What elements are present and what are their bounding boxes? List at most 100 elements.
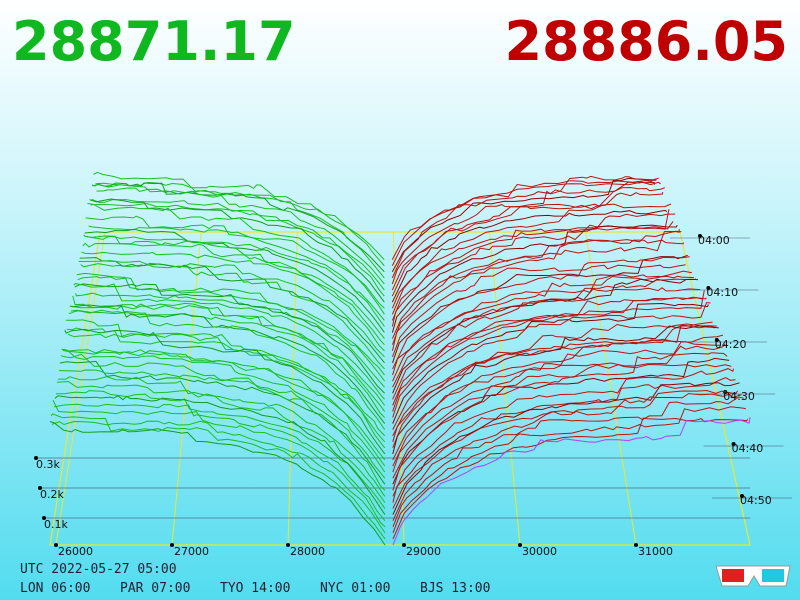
ask-depth-line xyxy=(392,357,730,485)
city-time: LON 06:00 xyxy=(20,581,90,596)
ask-depth-line xyxy=(391,177,657,273)
floor-grid xyxy=(34,231,792,547)
bid-depth-line xyxy=(68,309,386,430)
bid-depth-line xyxy=(91,198,385,291)
ask-depth-line xyxy=(392,325,715,442)
time-tick-label: 04:20 xyxy=(715,338,747,351)
depth-curves xyxy=(49,171,751,546)
bid-depth-line xyxy=(57,376,386,497)
ask-depth-line xyxy=(392,264,686,357)
ask-price: 28886.05 xyxy=(504,10,788,73)
ask-depth-line xyxy=(392,256,690,370)
bid-depth-line xyxy=(77,276,385,376)
ask-depth-line xyxy=(392,393,742,521)
ask-depth-line xyxy=(392,321,713,436)
city-time: PAR 07:00 xyxy=(120,581,190,596)
bid-price: 28871.17 xyxy=(12,10,296,73)
city-time: NYC 01:00 xyxy=(320,581,390,596)
price-tick xyxy=(634,543,638,547)
time-tick xyxy=(698,234,702,238)
time-tick-label: 04:30 xyxy=(723,390,755,403)
ask-depth-line xyxy=(391,186,665,297)
ask-depth-line xyxy=(392,343,726,473)
volume-tick xyxy=(38,486,42,490)
bid-depth-line xyxy=(61,348,386,473)
bid-depth-line xyxy=(92,184,385,285)
price-tick xyxy=(518,543,522,547)
bid-depth-line xyxy=(76,272,385,382)
bid-depth-line xyxy=(86,235,385,321)
ask-depth-line xyxy=(392,406,746,534)
bid-depth-line xyxy=(59,360,386,485)
bid-depth-line xyxy=(70,309,386,418)
ask-depth-line xyxy=(392,323,717,449)
price-grid-line xyxy=(287,231,298,546)
bid-depth-line xyxy=(52,399,386,528)
utc-time: UTC 2022-05-27 05:00 xyxy=(20,562,177,577)
volume-tick-label: 0.3k xyxy=(36,458,60,471)
bid-depth-line xyxy=(50,413,386,540)
bid-depth-line xyxy=(63,348,386,461)
bid-depth-line xyxy=(72,295,386,406)
price-grid-line xyxy=(55,231,106,546)
glasses-icon xyxy=(715,565,791,587)
ask-depth-line xyxy=(392,382,740,515)
price-tick-label: 30000 xyxy=(522,545,557,558)
bid-depth-line xyxy=(54,395,386,515)
city-time: BJS 13:00 xyxy=(420,581,490,596)
ask-depth-line xyxy=(392,290,705,412)
bid-depth-line xyxy=(53,403,386,522)
ask-depth-line xyxy=(392,254,688,364)
bid-depth-line xyxy=(93,171,385,279)
price-tick-label: 28000 xyxy=(290,545,325,558)
ask-depth-line xyxy=(392,278,699,394)
time-tick xyxy=(714,338,719,342)
bid-depth-line xyxy=(75,292,385,388)
volume-tick-label: 0.2k xyxy=(40,488,64,501)
time-tick-label: 04:40 xyxy=(732,442,764,455)
ask-depth-line xyxy=(392,302,709,424)
bid-depth-line xyxy=(73,283,385,400)
bid-depth-line xyxy=(90,202,385,297)
ask-depth-line xyxy=(392,352,728,479)
ask-depth-line xyxy=(391,175,659,279)
bid-depth-line xyxy=(81,251,385,352)
ask-depth-line xyxy=(392,377,736,503)
time-tick-label: 04:50 xyxy=(740,494,772,507)
bid-depth-line xyxy=(88,225,385,309)
bid-depth-line xyxy=(51,420,386,534)
ask-depth-line xyxy=(392,229,680,339)
time-tick xyxy=(706,286,711,290)
time-tick-label: 04:00 xyxy=(698,234,730,247)
time-tick xyxy=(731,442,736,446)
price-tick xyxy=(286,543,290,547)
ask-depth-line xyxy=(392,334,724,467)
bid-depth-line xyxy=(56,380,386,503)
time-tick xyxy=(740,494,744,498)
ask-depth-line xyxy=(391,213,676,327)
ask-depth-line xyxy=(391,203,672,315)
price-tick xyxy=(402,543,406,547)
bid-depth-line xyxy=(55,390,386,509)
bid-depth-line xyxy=(58,369,386,491)
ask-depth-line xyxy=(392,417,749,540)
ask-depth-line xyxy=(392,302,711,430)
ask-depth-line xyxy=(392,297,703,406)
ask-depth-line xyxy=(392,396,744,527)
bid-depth-line xyxy=(74,283,385,394)
price-grid-line xyxy=(171,231,202,546)
price-grid-line xyxy=(488,231,521,546)
axis-labels: 26000 27000 28000 29000 30000 31000 0.1k 0.2k 0.… xyxy=(36,234,772,558)
ask-depth-line xyxy=(391,224,678,333)
ask-depth-line xyxy=(392,296,707,418)
ask-depth-line xyxy=(392,325,719,455)
ask-depth-line xyxy=(392,341,721,461)
price-tick xyxy=(170,543,174,547)
bid-depth-line xyxy=(49,421,386,546)
bid-depth-line xyxy=(85,215,385,327)
bid-depth-line xyxy=(71,305,386,412)
price-tick-label: 27000 xyxy=(174,545,209,558)
city-time: TYO 14:00 xyxy=(220,581,290,596)
